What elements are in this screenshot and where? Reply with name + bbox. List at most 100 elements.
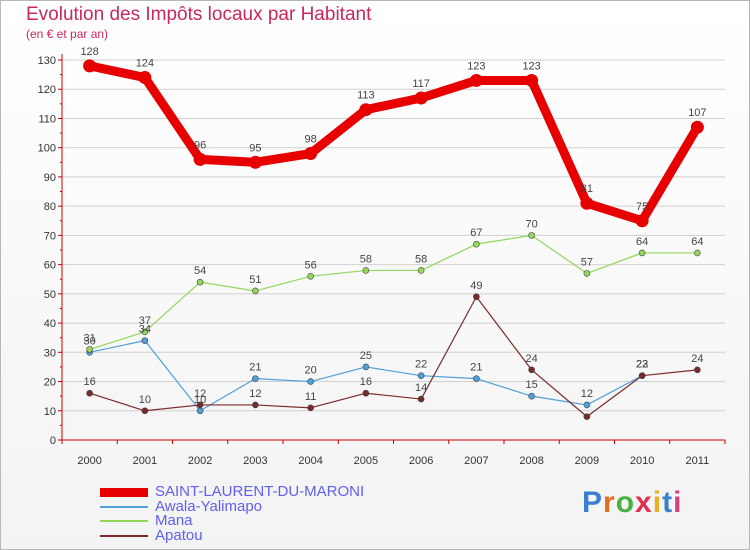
data-label: 22 [415, 359, 427, 371]
data-point [193, 152, 207, 166]
data-point [141, 328, 149, 336]
data-point [86, 389, 93, 397]
data-point [694, 249, 701, 257]
data-point [83, 59, 97, 73]
data-label: 23 [636, 359, 648, 371]
data-point [141, 407, 149, 415]
data-point [141, 337, 149, 344]
logo-letter: x [635, 486, 653, 519]
logo-letter: i [673, 486, 683, 519]
x-tick-label: 2009 [575, 455, 599, 467]
data-label: 34 [139, 324, 151, 336]
data-point [638, 372, 646, 379]
logo-letter: P [582, 486, 604, 519]
data-label: 49 [470, 280, 482, 292]
data-label: 24 [691, 353, 703, 365]
series-saint-laurent-du-maroni [83, 59, 704, 228]
data-label: 96 [194, 139, 206, 151]
logo-letter: o [615, 486, 636, 519]
x-tick-label: 2006 [409, 455, 433, 467]
data-point [414, 91, 428, 105]
data-label: 10 [194, 394, 206, 406]
data-point [583, 413, 591, 420]
data-point [528, 232, 535, 239]
data-point [138, 71, 152, 85]
data-point [473, 240, 480, 248]
data-point [417, 372, 425, 379]
y-tick-label: 0 [50, 435, 56, 447]
data-label: 123 [522, 60, 540, 72]
x-tick-label: 2007 [464, 455, 488, 467]
legend-swatch [100, 505, 148, 508]
data-point [528, 392, 535, 400]
data-point [252, 287, 259, 295]
data-label: 117 [412, 78, 430, 90]
legend-swatch [100, 488, 148, 497]
data-label: 16 [360, 376, 372, 388]
data-point [196, 407, 204, 415]
logo-letter: r [603, 486, 616, 519]
y-tick-label: 90 [44, 172, 56, 184]
y-tick-label: 60 [44, 260, 56, 272]
legend-label: Awala-Yalimapo [155, 497, 262, 515]
y-tick-label: 120 [38, 84, 56, 96]
legend-swatch [100, 520, 148, 522]
data-point [362, 363, 370, 371]
series-line [89, 296, 698, 418]
y-tick-label: 70 [44, 230, 56, 242]
data-label: 124 [136, 58, 154, 70]
data-point [196, 401, 204, 409]
data-point [469, 73, 483, 87]
data-point [362, 389, 370, 397]
data-point [304, 147, 318, 161]
data-label: 57 [581, 256, 593, 268]
data-label: 21 [470, 362, 482, 374]
data-label: 30 [84, 335, 96, 347]
data-point [690, 120, 704, 134]
data-point [248, 155, 262, 169]
data-point [473, 293, 480, 301]
data-label: 75 [636, 201, 648, 213]
data-label: 10 [139, 394, 151, 406]
y-tick-label: 40 [44, 318, 56, 330]
x-tick-label: 2000 [77, 455, 101, 467]
data-point [583, 401, 591, 409]
data-point [252, 375, 259, 382]
data-point [694, 366, 701, 374]
series-line [85, 61, 702, 226]
data-point [525, 73, 539, 87]
data-label: 15 [526, 379, 538, 391]
y-tick-label: 130 [38, 55, 56, 67]
data-label: 64 [636, 236, 648, 248]
data-label: 56 [305, 259, 317, 271]
data-label: 22 [636, 359, 648, 371]
x-tick-label: 2001 [133, 455, 157, 467]
x-tick-label: 2003 [243, 455, 267, 467]
data-label: 12 [194, 388, 206, 400]
data-label: 54 [194, 265, 206, 277]
data-label: 24 [526, 353, 538, 365]
y-tick-label: 50 [44, 289, 56, 301]
proxiti-logo: Proxiti [582, 486, 682, 520]
y-tick-label: 30 [44, 347, 56, 359]
data-label: 67 [470, 227, 482, 239]
legend-label: SAINT-LAURENT-DU-MARONI [155, 483, 365, 500]
series-apatou [86, 293, 701, 420]
data-label: 37 [139, 315, 151, 327]
logo-letter: i [652, 486, 663, 519]
x-tick-label: 2004 [298, 455, 322, 467]
x-tick-label: 2010 [630, 455, 654, 467]
data-point [362, 267, 370, 274]
data-label: 12 [581, 388, 593, 400]
data-label: 12 [249, 388, 261, 400]
data-label: 58 [360, 253, 372, 265]
x-tick-label: 2008 [519, 455, 543, 467]
x-tick-label: 2011 [686, 455, 710, 467]
data-point [307, 273, 314, 280]
data-point [580, 196, 594, 210]
data-point [252, 401, 259, 409]
data-label: 64 [691, 236, 703, 248]
series-line [89, 234, 698, 350]
logo-letter: t [662, 486, 674, 519]
legend-label: Mana [155, 512, 193, 529]
